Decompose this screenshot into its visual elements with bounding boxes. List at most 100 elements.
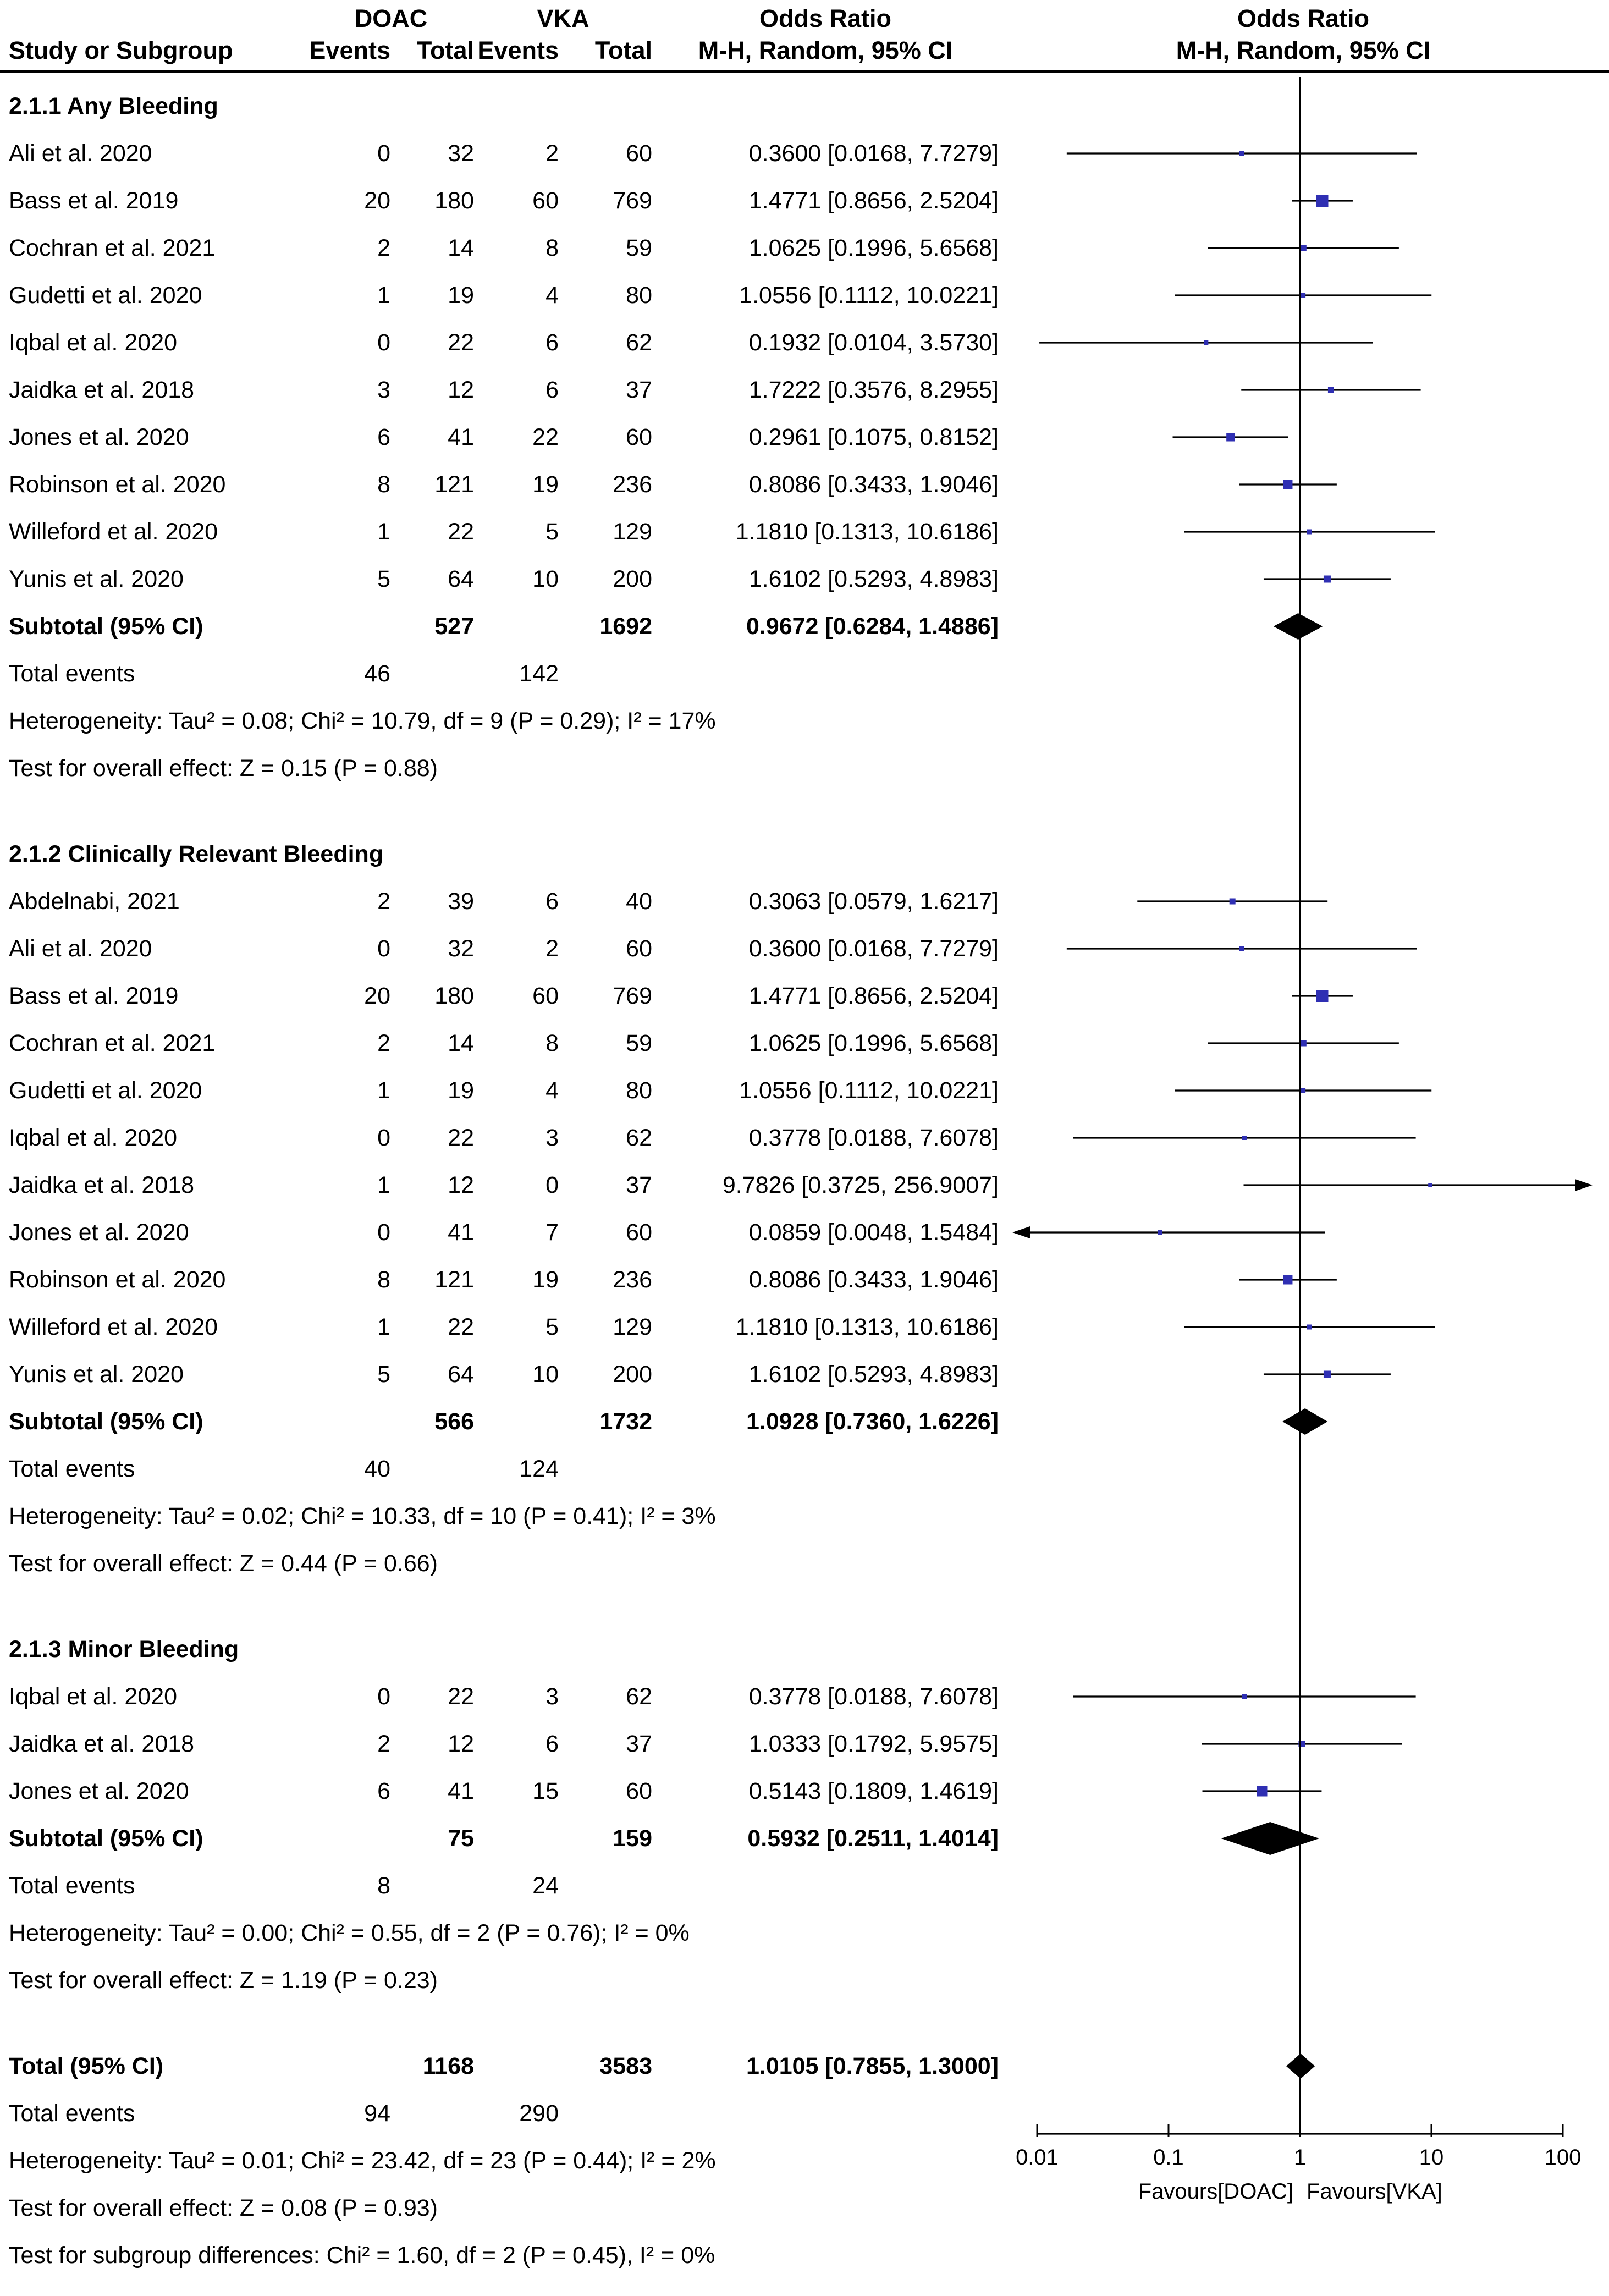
study-row-c6: 1.1810 [0.1313, 10.6186] [735, 518, 999, 545]
effect-square [1242, 1694, 1247, 1699]
effect-square [1229, 898, 1236, 905]
study-row-c2: 0 [377, 1219, 390, 1246]
study-row-c3: 41 [448, 1219, 474, 1246]
study-row-c1: Cochran et al. 2021 [9, 1029, 216, 1056]
study-row-c5: 60 [626, 1777, 652, 1804]
study-row-c1: Ali et al. 2020 [9, 140, 152, 167]
total-row: Total (95% CI) 1168 3583 1.0105 [0.7855, 1.… [0, 2042, 999, 2090]
total-events-row-c4: 142 [519, 660, 559, 687]
total-events-row-c1: Total events [9, 660, 135, 687]
study-row: Cochran et al. 2021 2 14 8 59 1.0625 [0.1996,… [0, 224, 999, 272]
study-row-c6: 1.4771 [0.8656, 2.5204] [748, 187, 999, 214]
study-row-c2: 2 [377, 888, 390, 915]
study-row-c1: Ali et al. 2020 [9, 935, 152, 962]
study-row-c5: 40 [626, 888, 652, 915]
study-row: Jones et al. 2020 0 41 7 60 0.0859 [0.0048, 1… [0, 1209, 999, 1256]
study-row: Yunis et al. 2020 5 64 10 200 1.6102 [0.5293,… [0, 555, 999, 603]
total-row-c1: Total (95% CI) [9, 2052, 164, 2079]
total-events-row: Total events 8 24 [0, 1862, 999, 1909]
overall-effect-row: Test for overall effect: Z = 0.15 (P = 0… [9, 755, 438, 781]
study-row: Iqbal et al. 2020 0 22 6 62 0.1932 [0.0104, 3… [0, 319, 999, 366]
study-row-c3: 121 [434, 1266, 474, 1293]
effect-square [1242, 1136, 1247, 1140]
study-row: Jones et al. 2020 6 41 15 60 0.5143 [0.1809, … [0, 1768, 999, 1815]
study-row-c1: Robinson et al. 2020 [9, 471, 226, 498]
study-row-c5: 62 [626, 329, 652, 356]
study-row-c1: Robinson et al. 2020 [9, 1266, 226, 1293]
study-row-c4: 10 [532, 1361, 559, 1387]
study-row-c6: 1.0625 [0.1996, 5.6568] [748, 234, 999, 261]
effect-square [1301, 1088, 1306, 1093]
study-row-c3: 180 [434, 187, 474, 214]
study-row-c3: 22 [448, 329, 474, 356]
study-row-c2: 1 [377, 518, 390, 545]
study-row-c5: 59 [626, 234, 652, 261]
study-row-c3: 39 [448, 888, 474, 915]
effect-square [1283, 480, 1293, 489]
study-row-c5: 37 [626, 376, 652, 403]
method-text-column-header: M-H, Random, 95% CI [698, 36, 953, 64]
doac-group-header: DOAC [354, 4, 428, 32]
study-row-c3: 12 [448, 1730, 474, 1757]
subtotal-row-c5: 1692 [599, 613, 652, 640]
total-row-c5: 3583 [599, 2052, 652, 2079]
right-arrow-icon [1575, 1179, 1593, 1191]
study-row-c6: 0.8086 [0.3433, 1.9046] [748, 471, 999, 498]
study-row-c1: Iqbal et al. 2020 [9, 329, 178, 356]
study-row-c2: 2 [377, 1029, 390, 1056]
vka-events-column-header: Events [477, 36, 559, 64]
total-row-c3: 1168 [422, 2052, 474, 2079]
study-row-c4: 5 [545, 1313, 559, 1340]
total-events-row-c1: Total events [9, 1455, 135, 1482]
study-row-c5: 129 [613, 518, 652, 545]
effect-square [1316, 195, 1329, 207]
study-row-c2: 8 [377, 1266, 390, 1293]
doac-events-column-header: Events [309, 36, 390, 64]
study-row: Jaidka et al. 2018 3 12 6 37 1.7222 [0.3576, … [0, 366, 999, 414]
study-row-c2: 2 [377, 1730, 390, 1757]
study-row-c4: 2 [545, 140, 559, 167]
study-row-c1: Jaidka et al. 2018 [9, 1730, 195, 1757]
effect-square [1257, 1786, 1268, 1797]
heterogeneity-row: Heterogeneity: Tau² = 0.02; Chi² = 10.33… [9, 1502, 716, 1529]
left-arrow-icon [1012, 1226, 1030, 1238]
study-row-c5: 80 [626, 282, 652, 309]
study-row-c6: 0.5143 [0.1809, 1.4619] [748, 1777, 999, 1804]
study-row-c6: 1.6102 [0.5293, 4.8983] [748, 1361, 999, 1387]
study-row-c6: 1.1810 [0.1313, 10.6186] [735, 1313, 999, 1340]
study-row-c6: 0.3778 [0.0188, 7.6078] [748, 1683, 999, 1710]
study-row-c5: 80 [626, 1077, 652, 1104]
axis-tick-label: 1 [1294, 2145, 1306, 2170]
study-row-c4: 19 [532, 471, 559, 498]
study-row-c5: 60 [626, 1219, 652, 1246]
effect-square [1204, 340, 1209, 345]
study-row-c6: 1.7222 [0.3576, 8.2955] [748, 376, 999, 403]
study-row-c5: 60 [626, 423, 652, 450]
study-row-c4: 22 [532, 423, 559, 450]
study-row-c2: 0 [377, 935, 390, 962]
method-plot-column-header: M-H, Random, 95% CI [1176, 36, 1431, 64]
study-row-c6: 9.7826 [0.3725, 256.9007] [722, 1171, 999, 1198]
study-row-c5: 200 [613, 565, 652, 592]
study-row: Iqbal et al. 2020 0 22 3 62 0.3778 [0.0188, 7… [0, 1673, 999, 1720]
study-row-c4: 6 [545, 329, 559, 356]
study-row-c4: 6 [545, 1730, 559, 1757]
study-row-c3: 14 [448, 234, 474, 261]
study-row-c6: 0.3063 [0.0579, 1.6217] [748, 888, 999, 915]
study-row-c3: 32 [448, 935, 474, 962]
study-row: Bass et al. 2019 20 180 60 769 1.4771 [0.8656… [0, 177, 999, 224]
study-row-c6: 1.0333 [0.1792, 5.9575] [748, 1730, 999, 1757]
study-row: Jaidka et al. 2018 2 12 6 37 1.0333 [0.1792, … [0, 1720, 999, 1768]
study-row-c1: Jaidka et al. 2018 [9, 1171, 195, 1198]
vka-group-header: VKA [537, 4, 589, 32]
study-row-c1: Cochran et al. 2021 [9, 234, 216, 261]
overall-effect-row: Test for overall effect: Z = 1.19 (P = 0… [9, 1967, 438, 1994]
study-row-c5: 37 [626, 1730, 652, 1757]
subtotal-row-c6: 0.9672 [0.6284, 1.4886] [746, 613, 999, 640]
subtotal-row-c1: Subtotal (95% CI) [9, 1408, 203, 1435]
study-row-c6: 0.8086 [0.3433, 1.9046] [748, 1266, 999, 1293]
study-row: Ali et al. 2020 0 32 2 60 0.3600 [0.0168, 7.7… [0, 130, 999, 177]
header-divider [0, 70, 1609, 73]
subgroup-title: 2.1.2 Clinically Relevant Bleeding [9, 840, 384, 867]
study-row-c4: 60 [532, 982, 559, 1009]
